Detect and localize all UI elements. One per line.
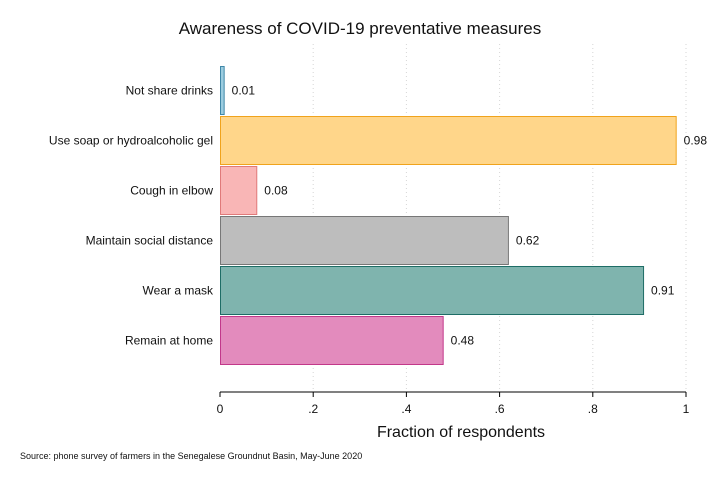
source-note: Source: phone survey of farmers in the S… <box>20 451 362 461</box>
category-label: Use soap or hydroalcoholic gel <box>49 134 213 148</box>
x-tick-label: 1 <box>683 402 690 416</box>
x-tick-label: .2 <box>308 402 318 416</box>
category-label: Not share drinks <box>126 84 213 98</box>
data-label: 0.91 <box>651 284 675 298</box>
data-label: 0.98 <box>684 134 708 148</box>
data-label: 0.48 <box>451 334 475 348</box>
category-labels: Not share drinks Use soap or hydroalcohol… <box>49 84 214 348</box>
data-label: 0.08 <box>264 184 288 198</box>
chart-title: Awareness of COVID-19 preventative measu… <box>179 19 542 38</box>
x-tick-label: .8 <box>588 402 598 416</box>
category-label: Cough in elbow <box>130 184 213 198</box>
bar <box>220 266 645 315</box>
data-label: 0.01 <box>232 84 256 98</box>
category-label: Remain at home <box>125 334 213 348</box>
value-labels: 0.01 0.98 0.08 0.62 0.91 0.48 <box>232 84 708 348</box>
bar <box>220 166 258 215</box>
x-tick-label: .4 <box>401 402 411 416</box>
bar <box>220 116 677 165</box>
bar <box>220 216 509 265</box>
data-label: 0.62 <box>516 234 540 248</box>
category-label: Maintain social distance <box>86 234 214 248</box>
x-tick-label: 0 <box>217 402 224 416</box>
bar <box>220 316 444 365</box>
x-tick-label: .6 <box>495 402 505 416</box>
bar <box>220 66 225 115</box>
x-axis-ticks: 0 .2 .4 .6 .8 1 <box>217 392 690 416</box>
category-label: Wear a mask <box>143 284 214 298</box>
bars <box>220 66 677 365</box>
x-axis-title: Fraction of respondents <box>377 424 545 441</box>
